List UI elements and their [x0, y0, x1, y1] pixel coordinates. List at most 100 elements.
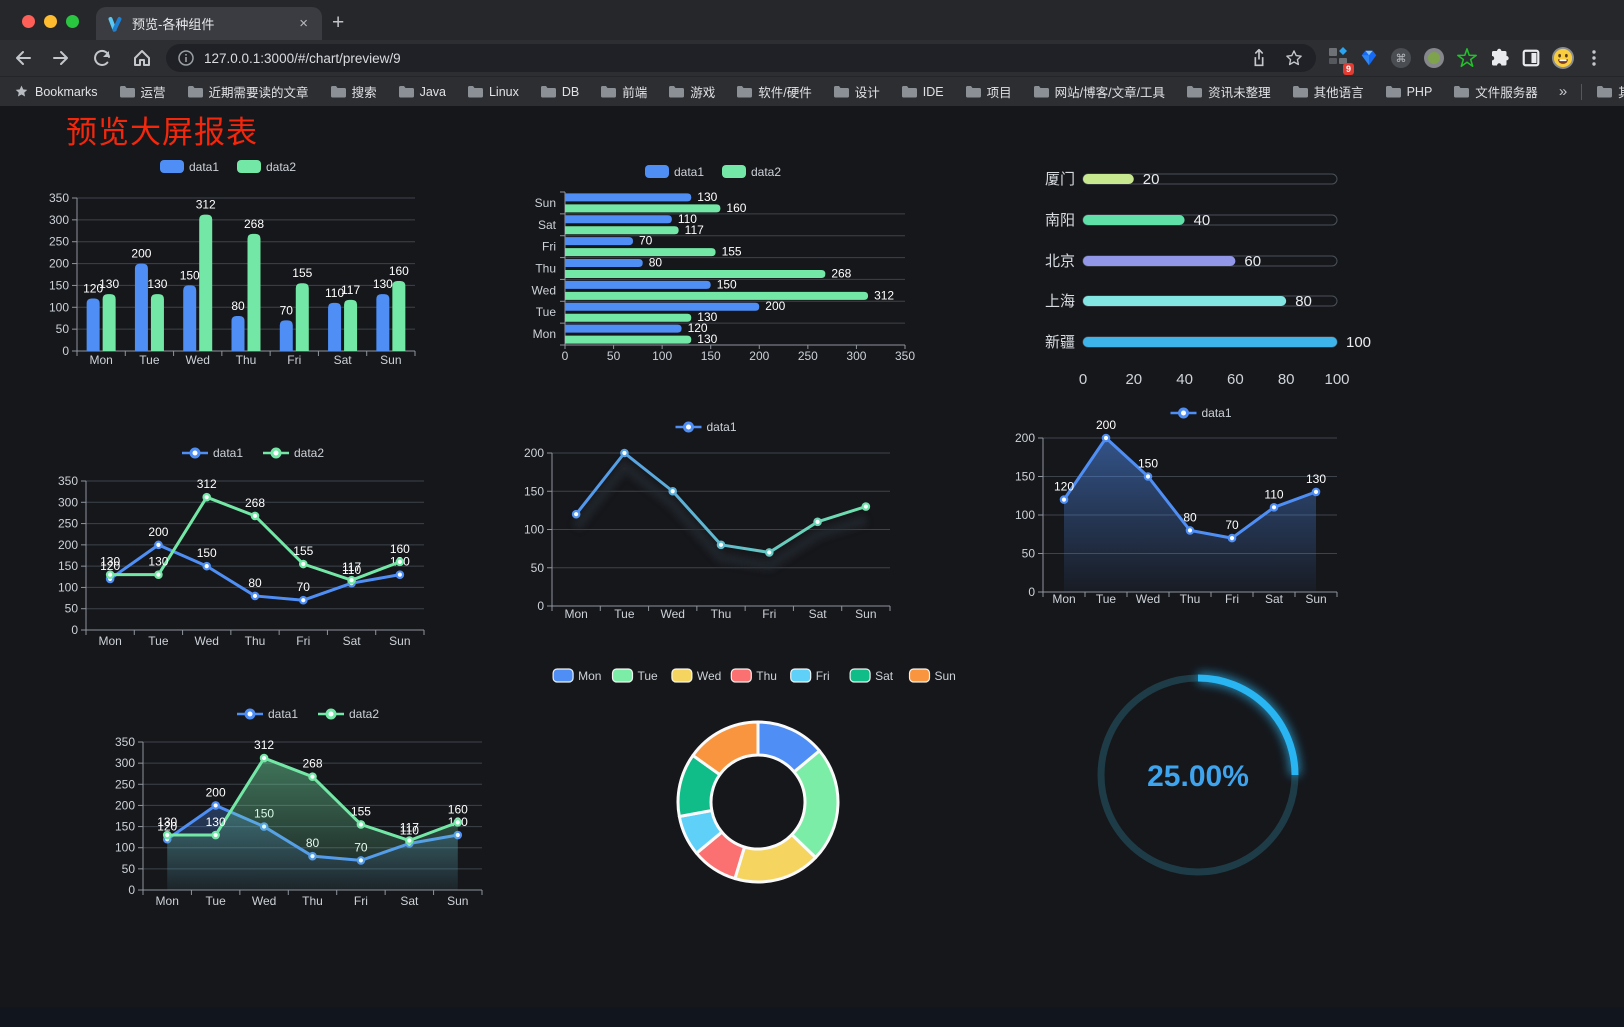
- bookmark-folder-item[interactable]: 文件服务器: [1453, 82, 1538, 101]
- svg-text:70: 70: [1225, 518, 1239, 532]
- grouped-bar-chart: data1 data2 0 50 100 150 200 250 300 350 Mon Tue Wed…: [40, 148, 460, 374]
- svg-text:300: 300: [115, 756, 135, 770]
- forward-icon[interactable]: [50, 46, 74, 70]
- folder-icon: [601, 86, 617, 98]
- svg-text:厦门: 厦门: [1045, 171, 1075, 188]
- svg-text:160: 160: [448, 802, 468, 816]
- svg-text:130: 130: [697, 332, 717, 346]
- svg-text:Sat: Sat: [400, 894, 419, 908]
- svg-text:150: 150: [49, 278, 69, 292]
- svg-text:130: 130: [100, 555, 120, 569]
- svg-text:312: 312: [196, 198, 216, 212]
- svg-text:Sat: Sat: [334, 353, 353, 367]
- svg-text:Wed: Wed: [252, 894, 276, 908]
- bookmark-folder-item[interactable]: 设计: [833, 82, 880, 101]
- svg-text:100: 100: [1346, 334, 1371, 351]
- svg-text:0: 0: [128, 883, 135, 897]
- folder-icon: [398, 86, 414, 98]
- svg-text:60: 60: [1227, 371, 1244, 388]
- bookmarks-overflow-chevron[interactable]: »: [1558, 83, 1568, 100]
- bookmark-folder-item[interactable]: 运营: [119, 82, 166, 101]
- svg-text:0: 0: [562, 349, 569, 363]
- home-icon[interactable]: [130, 46, 154, 70]
- bookmark-folder-item[interactable]: 网站/博客/文章/工具: [1033, 82, 1165, 101]
- zoom-window-button[interactable]: [66, 15, 79, 28]
- svg-text:150: 150: [1138, 457, 1158, 471]
- bookmark-label: DB: [561, 84, 580, 99]
- multi-line-chart: data1 data2 0 50 100 150 200 250 300 350 Mon Tue Wed…: [40, 428, 470, 658]
- minimize-window-button[interactable]: [44, 15, 57, 28]
- profile-avatar[interactable]: [1552, 47, 1574, 69]
- svg-text:300: 300: [58, 495, 78, 509]
- svg-text:Tue: Tue: [614, 607, 635, 621]
- svg-text:150: 150: [1015, 470, 1035, 484]
- svg-text:Sat: Sat: [538, 218, 557, 232]
- bookmark-folder-item[interactable]: 项目: [965, 82, 1012, 101]
- bookmark-label: 前端: [622, 86, 648, 100]
- svg-text:Wed: Wed: [532, 283, 556, 297]
- svg-text:Fri: Fri: [816, 669, 830, 683]
- svg-text:上海: 上海: [1045, 293, 1075, 310]
- bookmark-folder-item[interactable]: 游戏: [668, 82, 715, 101]
- tab-close-icon[interactable]: ×: [299, 15, 308, 32]
- split-view-icon[interactable]: [1521, 48, 1541, 68]
- bookmark-folder-item[interactable]: 搜索: [330, 82, 377, 101]
- svg-text:120: 120: [688, 321, 708, 335]
- bookmark-folder-item[interactable]: 近期需要读的文章: [187, 82, 309, 101]
- svg-text:Mon: Mon: [98, 634, 121, 648]
- svg-text:80: 80: [1278, 371, 1295, 388]
- svg-text:155: 155: [722, 245, 742, 259]
- svg-text:300: 300: [49, 213, 69, 227]
- green-star-extension-icon[interactable]: [1456, 47, 1478, 69]
- close-window-button[interactable]: [22, 15, 35, 28]
- other-bookmarks-item[interactable]: 其他书签: [1596, 82, 1624, 101]
- svg-text:data2: data2: [266, 160, 296, 174]
- extensions-puzzle-icon[interactable]: [1489, 48, 1510, 69]
- gem-extension-icon[interactable]: [1359, 48, 1379, 68]
- bookmark-folder-item[interactable]: PHP: [1385, 85, 1432, 99]
- bookmark-folder-item[interactable]: 资讯未整理: [1186, 82, 1271, 101]
- svg-text:data1: data1: [707, 420, 737, 434]
- svg-text:110: 110: [1264, 487, 1283, 501]
- svg-text:Fri: Fri: [542, 240, 556, 254]
- svg-text:130: 130: [148, 555, 168, 569]
- bookmark-folder-item[interactable]: DB: [540, 85, 579, 99]
- reload-icon[interactable]: [90, 46, 114, 70]
- bookmark-folder-item[interactable]: IDE: [901, 85, 944, 99]
- bookmark-star-icon[interactable]: [1284, 48, 1304, 68]
- folder-icon: [737, 86, 753, 98]
- command-extension-icon[interactable]: ⌘: [1390, 47, 1412, 69]
- svg-text:268: 268: [302, 757, 322, 771]
- bookmark-folder-item[interactable]: 其他语言: [1292, 82, 1364, 101]
- menu-dots-icon[interactable]: [1585, 48, 1603, 68]
- svg-text:data1: data1: [1202, 406, 1232, 420]
- new-tab-button[interactable]: +: [332, 11, 345, 34]
- svg-text:110: 110: [400, 823, 419, 837]
- bookmark-label: 近期需要读的文章: [208, 86, 309, 100]
- extension-tiles-icon[interactable]: 9: [1328, 46, 1354, 75]
- svg-text:312: 312: [254, 738, 274, 752]
- url-text[interactable]: 127.0.0.1:3000/#/chart/preview/9: [204, 50, 401, 66]
- svg-text:Fri: Fri: [287, 353, 301, 367]
- back-icon[interactable]: [10, 46, 34, 70]
- bookmark-folder-item[interactable]: 软件/硬件: [736, 82, 812, 101]
- svg-text:Wed: Wed: [1136, 592, 1160, 606]
- area-line-chart: data1 0 50 100 150 200 Mon Tue Wed Thu Fri Sat Sun 12…: [973, 383, 1413, 615]
- address-bar[interactable]: 127.0.0.1:3000/#/chart/preview/9: [166, 44, 1316, 72]
- svg-text:Thu: Thu: [236, 353, 257, 367]
- bookmark-folder-item[interactable]: Java: [398, 85, 446, 99]
- share-icon[interactable]: [1248, 47, 1270, 69]
- site-info-icon[interactable]: [178, 50, 194, 66]
- svg-text:0: 0: [62, 344, 69, 358]
- bookmark-folder-item[interactable]: Linux: [467, 85, 519, 99]
- bookmark-folder-item[interactable]: 前端: [600, 82, 647, 101]
- svg-text:130: 130: [147, 277, 167, 291]
- dot-extension-icon[interactable]: [1423, 47, 1445, 69]
- svg-text:Thu: Thu: [756, 669, 777, 683]
- svg-text:Fri: Fri: [354, 894, 368, 908]
- svg-text:data1: data1: [268, 707, 298, 721]
- bookmarks-manager-item[interactable]: Bookmarks: [14, 84, 98, 99]
- svg-text:Tue: Tue: [638, 669, 659, 683]
- svg-text:100: 100: [652, 349, 672, 363]
- browser-tab[interactable]: 预览-各种组件 ×: [96, 7, 322, 40]
